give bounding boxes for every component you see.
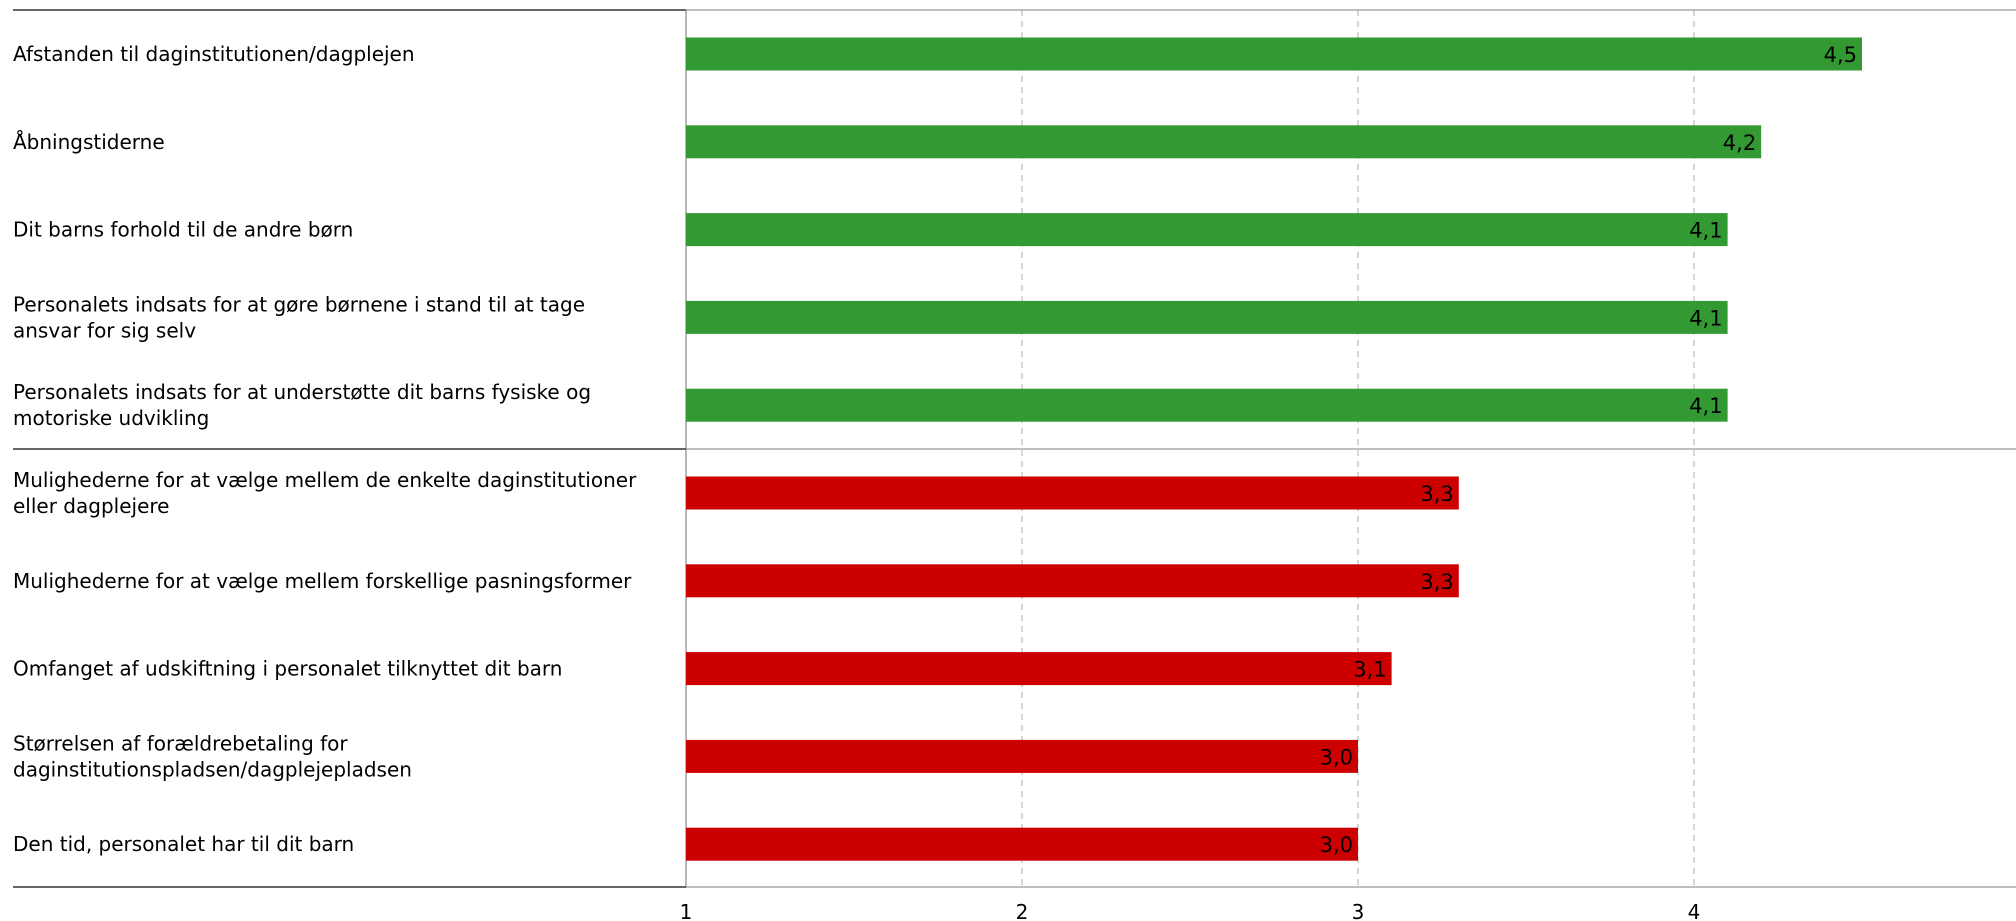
category-label: Omfanget af udskiftning i personalet til… — [13, 657, 562, 681]
category-label-line: Personalets indsats for at understøtte d… — [13, 380, 591, 404]
category-label-line: eller dagplejere — [13, 494, 169, 518]
category-label-line: Dit barns forhold til de andre børn — [13, 218, 353, 242]
bar — [686, 388, 1728, 422]
category-label-line: motoriske udvikling — [13, 406, 209, 430]
bar — [686, 300, 1728, 334]
bar — [686, 652, 1392, 686]
data-label: 4,1 — [1689, 306, 1722, 330]
x-tick-label: 1 — [680, 900, 693, 921]
x-tick-label: 3 — [1352, 900, 1365, 921]
bar — [686, 37, 1862, 71]
bar — [686, 827, 1358, 861]
data-label: 3,0 — [1320, 833, 1353, 857]
category-label: Størrelsen af forældrebetaling for dagins… — [13, 731, 412, 781]
bar — [686, 564, 1459, 598]
bar — [686, 213, 1728, 247]
category-label-line: Den tid, personalet har til dit barn — [13, 832, 354, 856]
category-label: Afstanden til daginstitutionen/dagplejen — [13, 42, 415, 66]
category-label-line: daginstitutionspladsen/dagplejepladsen — [13, 757, 412, 781]
category-label: Den tid, personalet har til dit barn — [13, 832, 354, 856]
data-label: 3,1 — [1353, 658, 1386, 682]
data-label: 4,1 — [1689, 394, 1722, 418]
data-label: 4,2 — [1723, 131, 1756, 155]
category-label: Åbningstiderne — [13, 130, 165, 154]
category-label-line: Afstanden til daginstitutionen/dagplejen — [13, 42, 415, 66]
category-label: Personalets indsats for at understøtte d… — [13, 380, 591, 430]
category-label-line: Omfanget af udskiftning i personalet til… — [13, 657, 562, 681]
bar — [686, 739, 1358, 773]
category-label-line: ansvar for sig selv — [13, 318, 196, 342]
x-tick-label: 2 — [1016, 900, 1029, 921]
bar — [686, 125, 1762, 159]
category-label-line: Størrelsen af forældrebetaling for — [13, 731, 348, 755]
category-label: Mulighederne for at vælge mellem forskel… — [13, 569, 632, 593]
data-label: 4,1 — [1689, 219, 1722, 243]
data-label: 3,0 — [1320, 745, 1353, 769]
category-label: Dit barns forhold til de andre børn — [13, 218, 353, 242]
category-label-line: Mulighederne for at vælge mellem forskel… — [13, 569, 632, 593]
category-label-line: Personalets indsats for at gøre børnene … — [13, 292, 585, 316]
x-tick-label: 4 — [1688, 900, 1701, 921]
category-label: Mulighederne for at vælge mellem de enke… — [13, 468, 637, 518]
data-label: 3,3 — [1420, 482, 1453, 506]
category-label-line: Åbningstiderne — [13, 130, 165, 154]
data-label: 3,3 — [1420, 570, 1453, 594]
category-label-line: Mulighederne for at vælge mellem de enke… — [13, 468, 637, 492]
data-label: 4,5 — [1824, 43, 1857, 67]
bar — [686, 476, 1459, 510]
category-label: Personalets indsats for at gøre børnene … — [13, 292, 585, 342]
